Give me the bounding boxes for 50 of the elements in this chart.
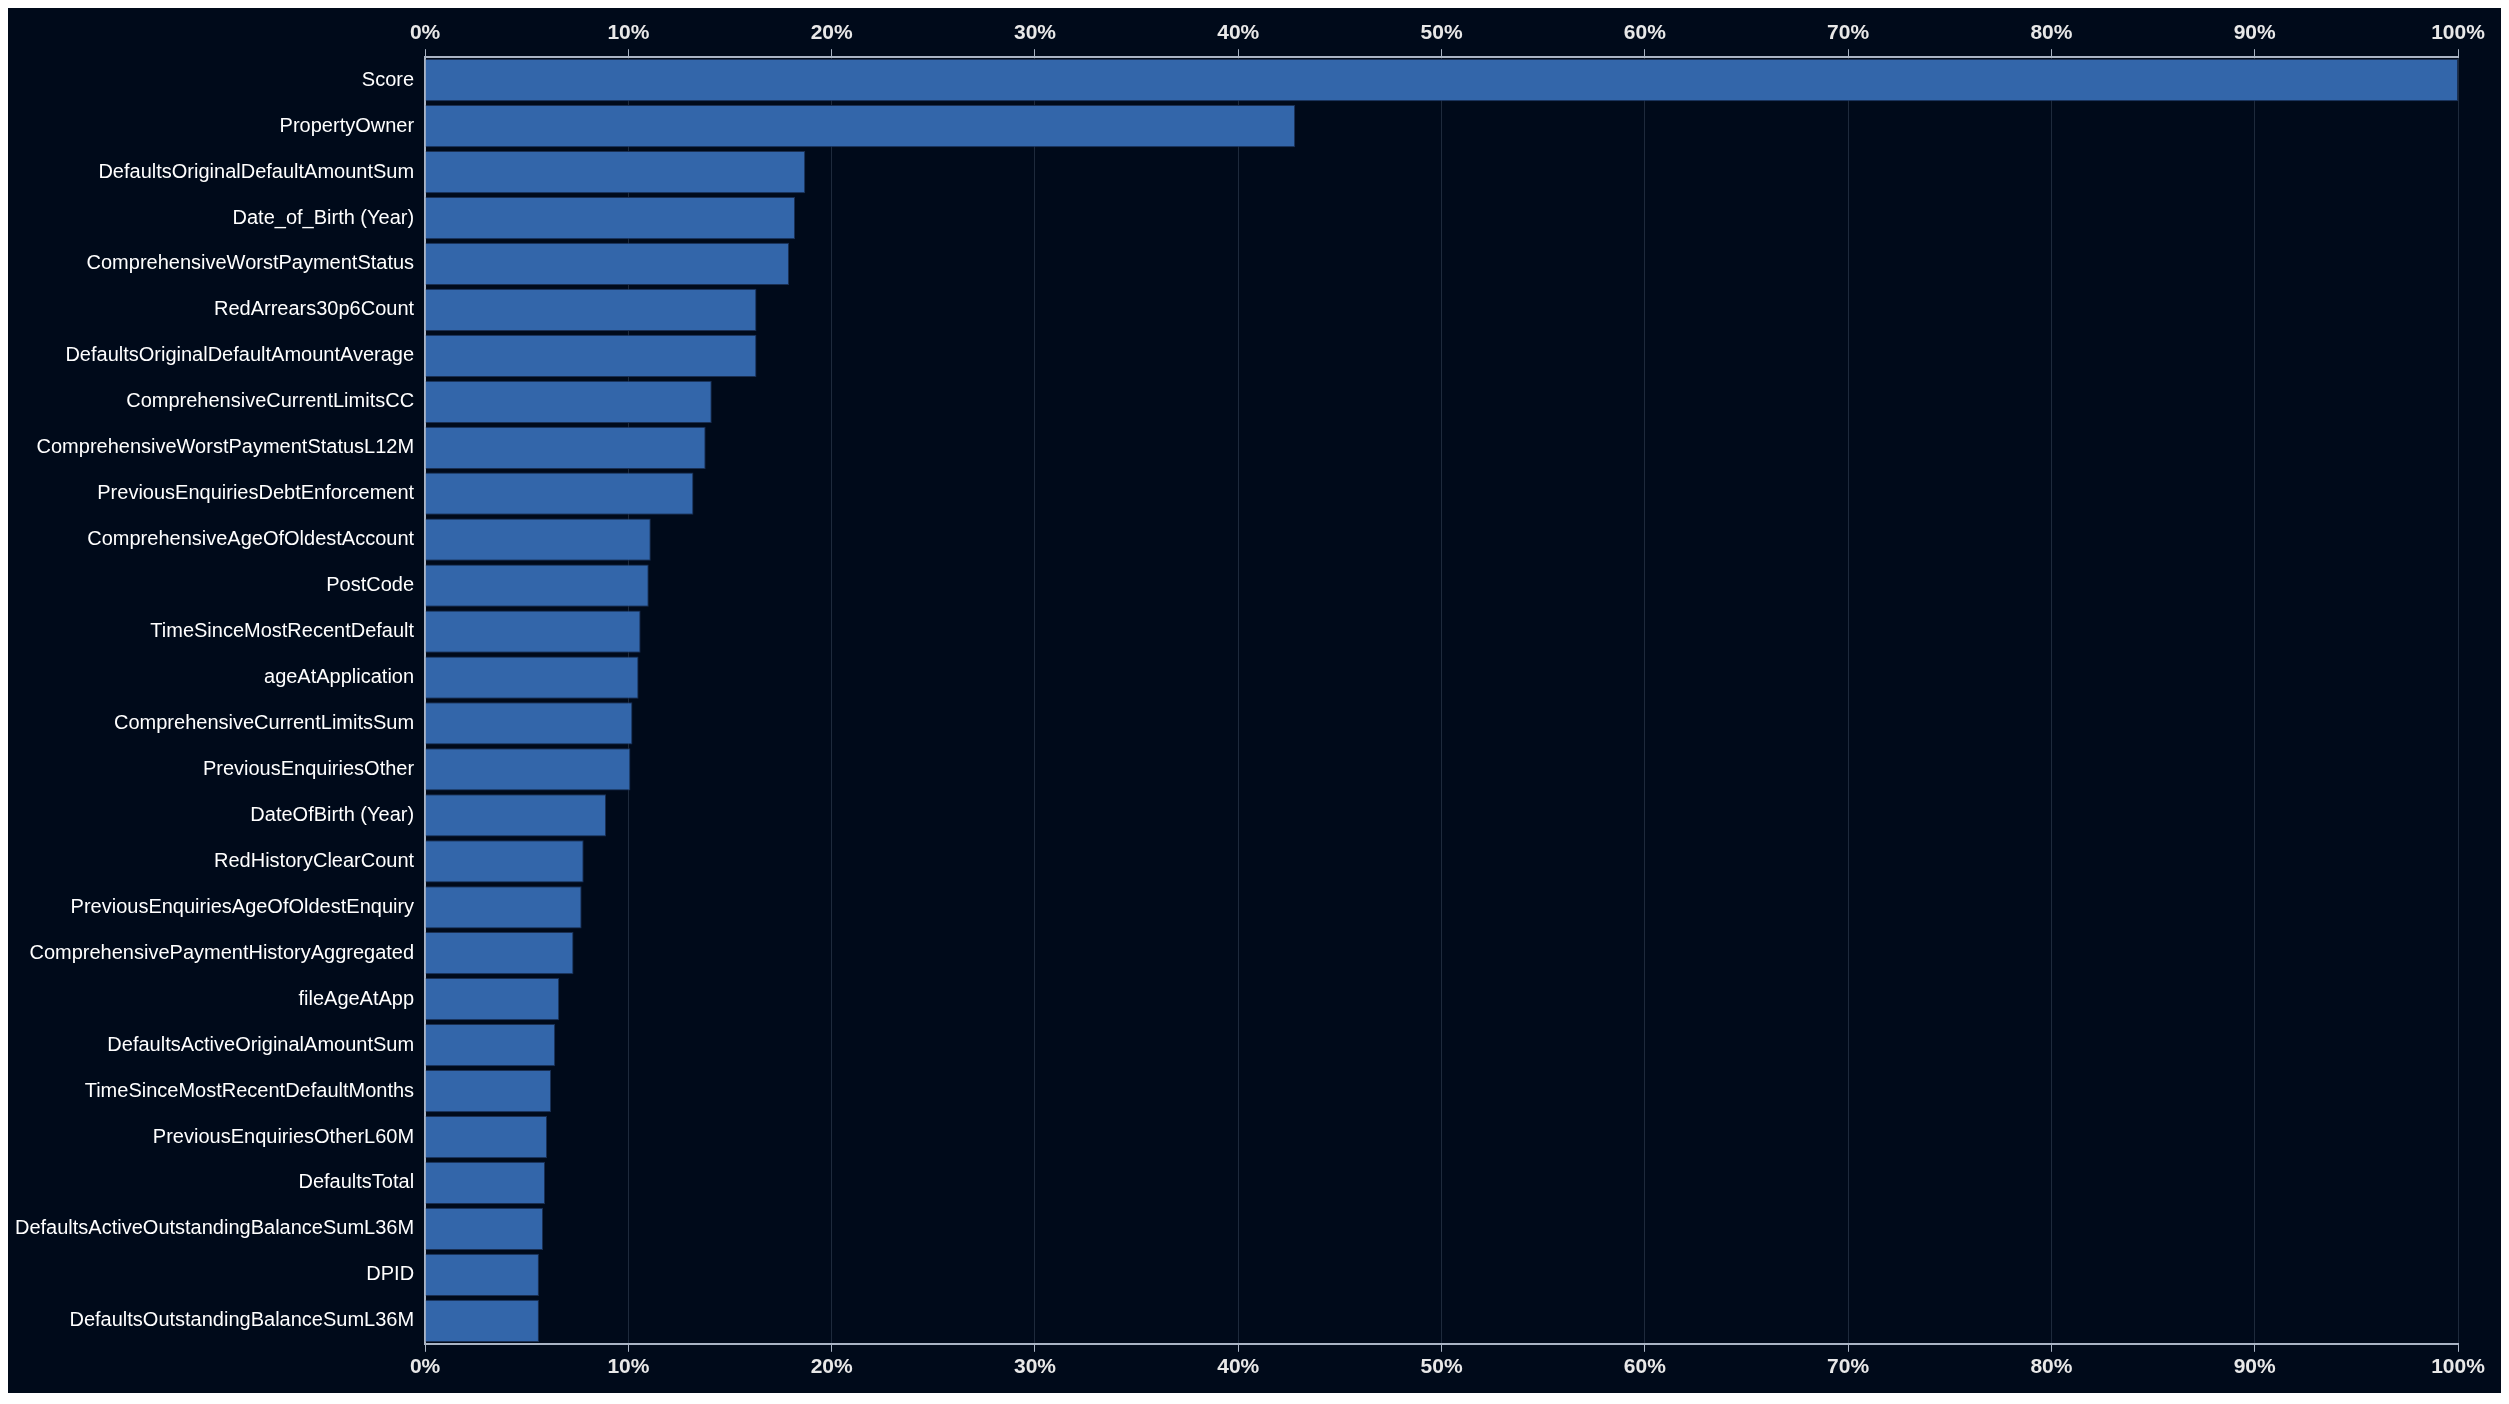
- y-tick-label: DateOfBirth (Year): [250, 802, 415, 825]
- x-tick-label: 90%: [2233, 1354, 2277, 1378]
- y-tick-label: PreviousEnquiriesOtherL60M: [152, 1124, 415, 1147]
- y-tick-label: DefaultsTotal: [298, 1170, 415, 1193]
- x2-tick-label: 70%: [1827, 20, 1870, 44]
- y-tick-label: RedHistoryClearCount: [214, 848, 415, 871]
- x2-tick-label: 80%: [2030, 20, 2073, 44]
- y-tick-label: PreviousEnquiriesDebtEnforcement: [97, 481, 415, 504]
- y-tick-label: PreviousEnquiriesOther: [202, 756, 415, 779]
- y-tick-label: DefaultsActiveOriginalAmountSum: [107, 1032, 415, 1055]
- y-tick-label: RedArrears30p6Count: [213, 297, 415, 320]
- y-tick-label: ComprehensiveWorstPaymentStatus: [86, 251, 415, 274]
- y-tick-label: ComprehensiveAgeOfOldestAccount: [87, 527, 415, 550]
- y-tick-label: TimeSinceMostRecentDefault: [150, 619, 415, 642]
- x-tick-label: 20%: [810, 1354, 854, 1378]
- x2-tick-label: 30%: [1013, 20, 1057, 44]
- x-tick-label: 50%: [1420, 1354, 1463, 1378]
- x-tick-label: 10%: [607, 1354, 650, 1378]
- y-tick-label: PreviousEnquiriesAgeOfOldestEnquiry: [70, 894, 415, 917]
- y-tick-label: TimeSinceMostRecentDefaultMonths: [84, 1078, 415, 1101]
- x2-tick-label: 10%: [607, 20, 650, 44]
- y-tick-label: ComprehensiveCurrentLimitsSum: [114, 710, 415, 733]
- x-tick-label: 70%: [1827, 1354, 1870, 1378]
- x-tick-label: 40%: [1217, 1354, 1260, 1378]
- y-tick-label: Date_of_Birth (Year): [232, 205, 415, 229]
- y-tick-label: Score: [361, 67, 415, 90]
- x2-tick-label: 0%: [409, 20, 441, 44]
- y-tick-label: DefaultsOutstandingBalanceSumL36M: [69, 1308, 415, 1331]
- y-tick-label: PropertyOwner: [279, 113, 415, 136]
- y-tick-label: ComprehensivePaymentHistoryAggregated: [29, 940, 415, 963]
- y-tick-label: PostCode: [326, 573, 415, 596]
- x2-tick-label: 90%: [2233, 20, 2277, 44]
- x2-tick-label: 50%: [1420, 20, 1463, 44]
- y-tick-label: DefaultsOriginalDefaultAmountAverage: [65, 343, 415, 366]
- y-tick-label: ageAtApplication: [264, 665, 415, 688]
- y-tick-label: ComprehensiveCurrentLimitsCC: [126, 389, 415, 412]
- x-tick-label: 60%: [1623, 1354, 1667, 1378]
- y-tick-label: fileAgeAtApp: [298, 986, 415, 1009]
- y-tick-label: DPID: [366, 1262, 415, 1285]
- x2-tick-label: 40%: [1217, 20, 1260, 44]
- x-tick-label: 80%: [2030, 1354, 2073, 1378]
- x-tick-label: 100%: [2431, 1354, 2486, 1378]
- x2-tick-label: 60%: [1623, 20, 1667, 44]
- y-tick-label: ComprehensiveWorstPaymentStatusL12M: [36, 435, 415, 458]
- y-tick-label: DefaultsOriginalDefaultAmountSum: [98, 159, 415, 182]
- y-tick-label: DefaultsActiveOutstandingBalanceSumL36M: [14, 1216, 415, 1239]
- x2-tick-label: 20%: [810, 20, 854, 44]
- x2-tick-label: 100%: [2431, 20, 2486, 44]
- x-tick-label: 0%: [409, 1354, 441, 1378]
- x-tick-label: 30%: [1013, 1354, 1057, 1378]
